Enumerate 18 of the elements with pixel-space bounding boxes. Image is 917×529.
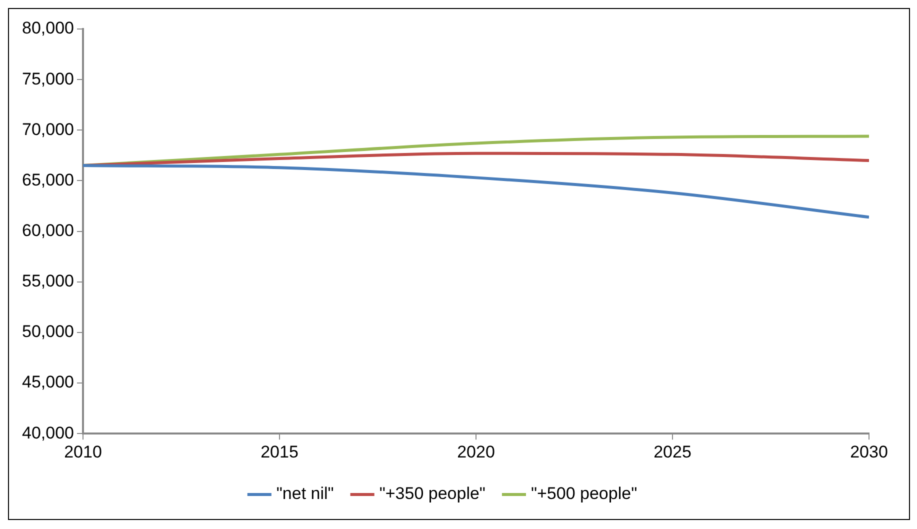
y-tick-label: 70,000 (22, 120, 74, 139)
x-tick-label: 2020 (457, 442, 495, 462)
x-tick-label: 2025 (654, 442, 692, 462)
line-series (82, 164, 869, 219)
x-tick-label: 2010 (64, 442, 102, 462)
x-tick-label: 2015 (260, 442, 298, 462)
y-tick-label: 40,000 (22, 423, 74, 442)
y-tick-label: 65,000 (22, 170, 74, 190)
x-tick-label: 2030 (850, 442, 888, 462)
y-tick-label: 75,000 (22, 69, 74, 88)
y-tick-label: 60,000 (22, 220, 74, 240)
y-tick-label: 80,000 (22, 18, 74, 38)
legend-label: "+500 people" (530, 484, 638, 504)
legend-label: "net nil" (276, 484, 334, 504)
legend-label: "+350 people" (379, 484, 486, 504)
y-tick-label: 50,000 (22, 322, 74, 342)
y-tick-label: 45,000 (22, 372, 74, 392)
y-tick-label: 55,000 (22, 272, 74, 291)
